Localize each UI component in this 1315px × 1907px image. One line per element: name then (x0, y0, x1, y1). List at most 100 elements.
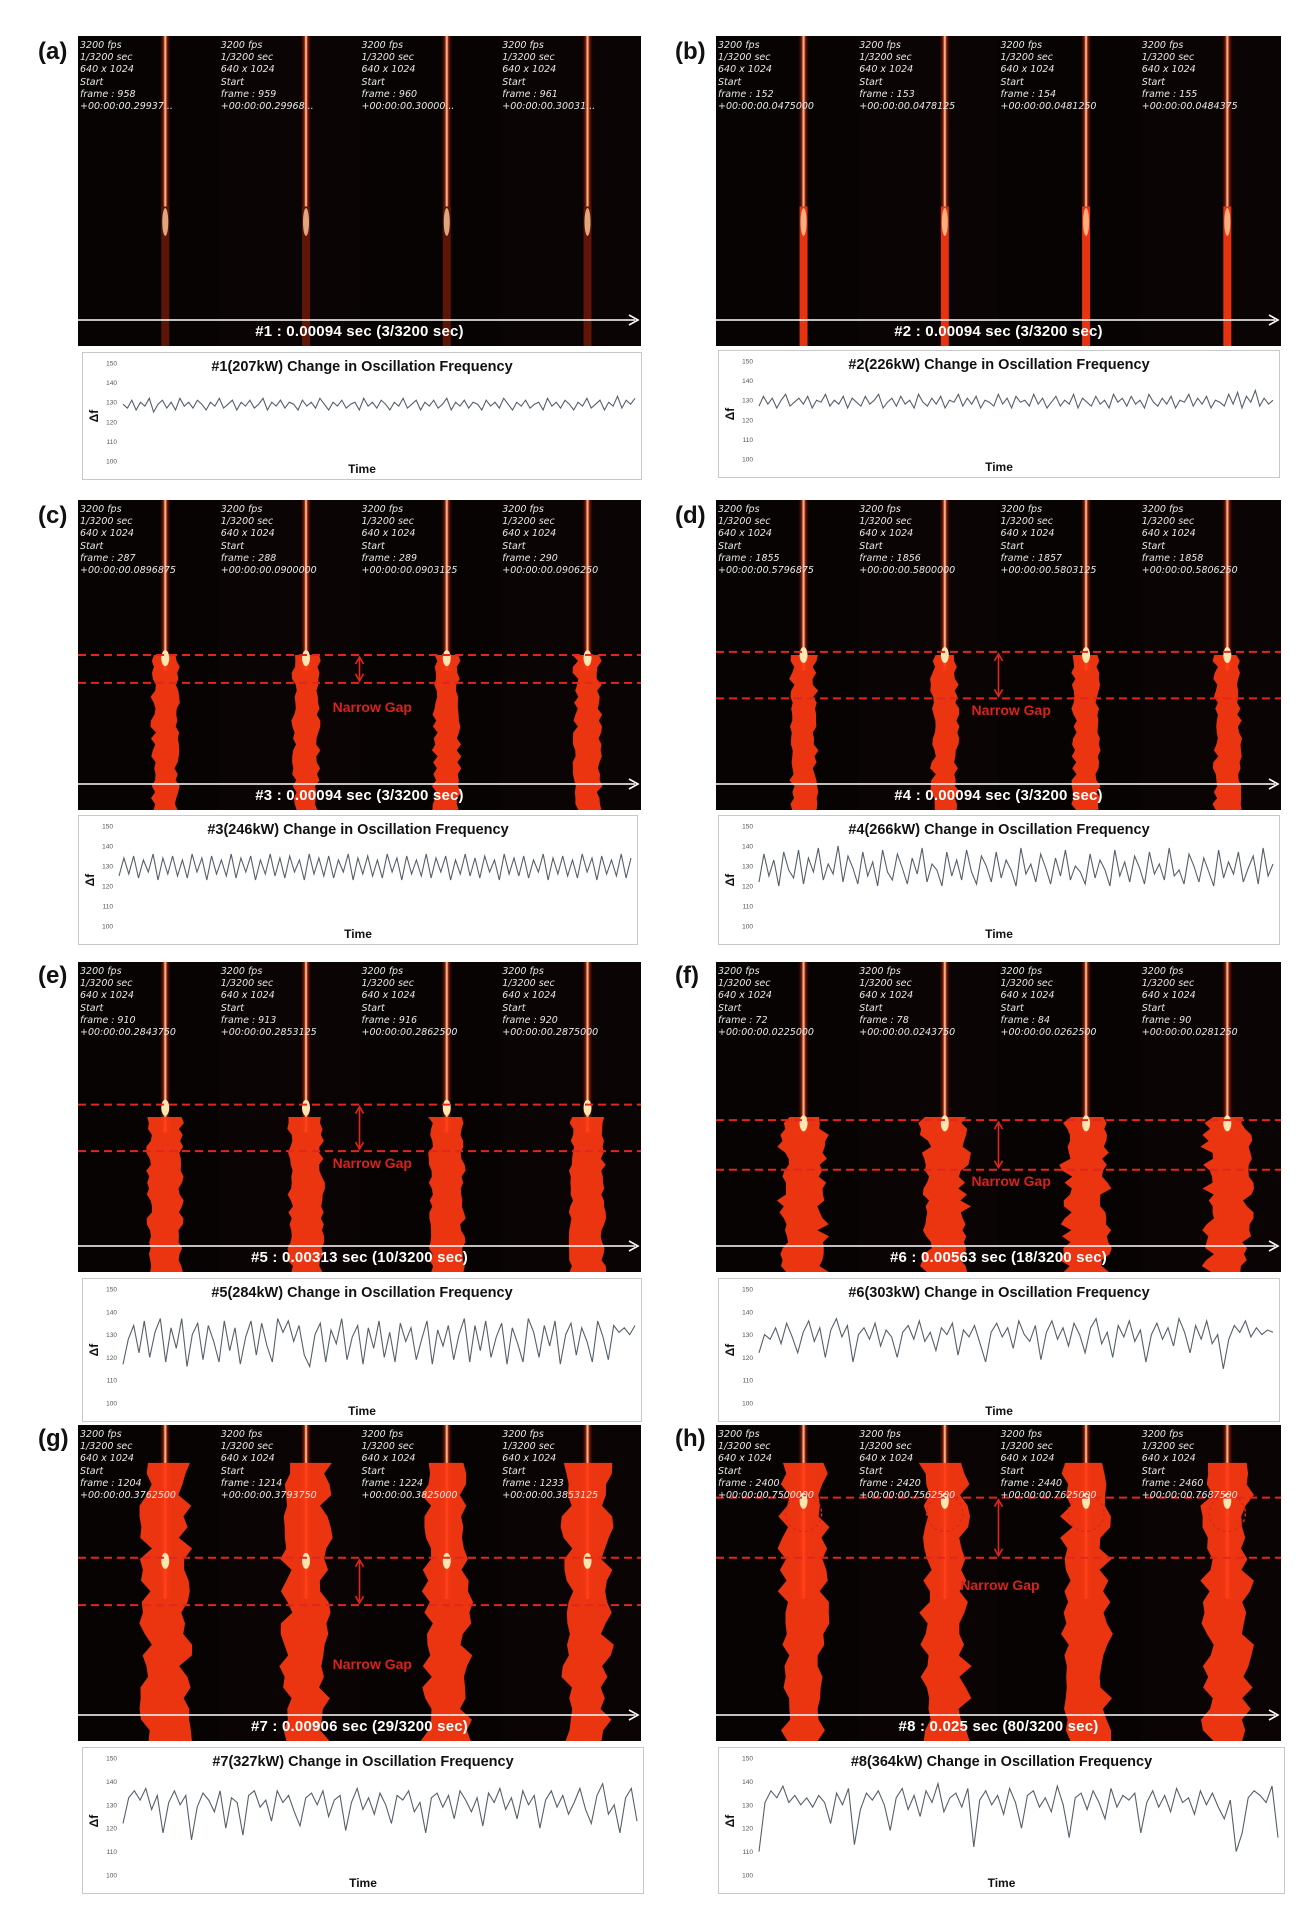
gap-arrow-head (354, 1595, 365, 1605)
frame-info-frame: frame : 913 (220, 1014, 277, 1026)
frame-info-shutter: 1/3200 sec (1141, 978, 1195, 990)
wire-core (802, 500, 805, 671)
wire-core (305, 36, 308, 207)
frame-info-time: +00:00:00.3825000 (361, 1490, 458, 1502)
x-axis-label: Time (349, 1876, 377, 1890)
frame-info-res: 640 x 1024 (718, 64, 772, 76)
frame-info-fps: 3200 fps (220, 40, 263, 51)
hot-spot (1082, 647, 1091, 663)
gap-arrow-head (993, 1160, 1004, 1170)
frame-info-res: 640 x 1024 (502, 528, 557, 540)
frame-info-shutter: 1/3200 sec (1141, 516, 1195, 528)
frame-info-shutter: 1/3200 sec (80, 52, 133, 64)
high-speed-image: 3200 fps 1/3200 sec 640 x 1024 Start frame :… (716, 36, 1281, 346)
y-tick-label: 150 (742, 359, 753, 366)
frame-info-frame: frame : 958 (80, 88, 136, 100)
frame-info-shutter: 1/3200 sec (502, 516, 555, 528)
frame-info-time: +00:00:00.5800000 (859, 565, 956, 577)
frame-info-frame: frame : 2440 (1000, 1477, 1063, 1489)
frame-column (359, 36, 501, 346)
time-caption: #3 : 0.00094 sec (3/3200 sec) (255, 787, 464, 804)
frame-column (998, 500, 1140, 810)
gap-arrow-head (993, 1498, 1004, 1508)
frame-info-res: 640 x 1024 (1141, 528, 1196, 540)
frame-info-res: 640 x 1024 (718, 990, 772, 1002)
frame-info-fps: 3200 fps (220, 966, 263, 977)
frame-info-fps: 3200 fps (859, 966, 901, 977)
frame-info-frame: frame : 1233 (502, 1477, 564, 1489)
hot-spot (940, 1115, 949, 1132)
y-tick-label: 120 (742, 884, 753, 891)
y-tick-label: 130 (742, 1802, 753, 1809)
molten-column (150, 655, 180, 810)
frame-info-res: 640 x 1024 (1141, 1453, 1196, 1465)
frame-info-res: 640 x 1024 (502, 990, 557, 1002)
hot-spot (302, 1099, 311, 1116)
frame-info-res: 640 x 1024 (80, 990, 134, 1002)
frame-info: 3200 fps 1/3200 sec 640 x 1024 Start frame :… (221, 504, 317, 577)
frame-info: 3200 fps 1/3200 sec 640 x 1024 Start frame :… (221, 1429, 317, 1502)
frame-info-time: +00:00:00.2862500 (361, 1027, 458, 1039)
frame-info-status: Start (361, 1465, 385, 1477)
hot-spot (443, 208, 450, 236)
frame-info: 3200 fps 1/3200 sec 640 x 1024 Start frame :… (80, 40, 173, 113)
molten-column (161, 206, 170, 346)
frequency-series-line (758, 388, 1274, 410)
frame-info-fps: 3200 fps (859, 40, 901, 51)
high-speed-image: 3200 fps 1/3200 sec 640 x 1024 Start frame :… (78, 962, 641, 1272)
frame-info-res: 640 x 1024 (859, 1453, 914, 1465)
frame-info-fps: 3200 fps (1141, 966, 1184, 977)
frame-info-status: Start (502, 76, 526, 88)
gap-arrow-head (993, 689, 1004, 699)
x-axis-label: Time (348, 1404, 376, 1418)
frame-info-status: Start (718, 76, 742, 88)
gap-arrow-head (993, 1120, 1004, 1130)
frame-info: 3200 fps 1/3200 sec 640 x 1024 Start frame :… (718, 504, 814, 577)
frame-info-time: +00:00:00.3762500 (80, 1490, 176, 1502)
frame-info-res: 640 x 1024 (1141, 990, 1196, 1002)
molten-column (560, 1462, 614, 1741)
frame-info: 3200 fps 1/3200 sec 640 x 1024 Start frame :… (502, 40, 595, 113)
frame-info-frame: frame : 920 (502, 1014, 558, 1026)
frame-info-shutter: 1/3200 sec (502, 1441, 555, 1453)
wire-core (943, 962, 946, 1133)
hot-spot (1223, 1115, 1232, 1132)
frame-info-frame: frame : 960 (361, 88, 418, 100)
chart-title: #3(246kW) Change in Oscillation Frequenc… (207, 822, 509, 838)
hot-spot (303, 208, 310, 236)
frame-info: 3200 fps 1/3200 sec 640 x 1024 Start frame :… (1142, 966, 1238, 1039)
wire-core (943, 500, 946, 671)
hot-spot (161, 650, 170, 667)
frame-info-fps: 3200 fps (718, 40, 760, 51)
chart-title: #8(364kW) Change in Oscillation Frequenc… (850, 1754, 1153, 1770)
frame-info-frame: frame : 1224 (361, 1477, 424, 1489)
frame-info-fps: 3200 fps (502, 504, 544, 515)
hot-spot (1082, 1115, 1091, 1132)
molten-column (431, 655, 462, 810)
gap-arrow-head (354, 1558, 365, 1568)
oscillation-chart: #7(327kW) Change in Oscillation Frequenc… (82, 1747, 644, 1894)
molten-column (940, 206, 949, 346)
y-tick-label: 120 (102, 884, 113, 891)
frame-info-status: Start (718, 1002, 742, 1014)
y-tick-label: 120 (106, 419, 117, 426)
frame-info-frame: frame : 1856 (859, 552, 921, 564)
frame-info-frame: frame : 287 (80, 552, 136, 564)
frame-info: 3200 fps 1/3200 sec 640 x 1024 Start frame :… (1001, 966, 1097, 1039)
frame-info: 3200 fps 1/3200 sec 640 x 1024 Start frame :… (362, 40, 455, 113)
frame-info-frame: frame : 961 (502, 88, 558, 100)
time-axis-arrowhead (628, 1240, 640, 1252)
frame-info-shutter: 1/3200 sec (859, 978, 912, 990)
frame-info-fps: 3200 fps (361, 1429, 404, 1440)
frame-info-time: +00:00:00.29968... (220, 101, 314, 113)
frame-info: 3200 fps 1/3200 sec 640 x 1024 Start frame :… (1001, 1429, 1097, 1502)
wire-core (445, 500, 448, 671)
frame-info: 3200 fps 1/3200 sec 640 x 1024 Start frame :… (80, 504, 176, 577)
y-tick-label: 100 (106, 1873, 117, 1880)
molten-column (789, 655, 819, 810)
molten-column (146, 1117, 184, 1272)
frame-info-shutter: 1/3200 sec (80, 1441, 133, 1453)
frame-info-frame: frame : 155 (1141, 88, 1198, 100)
frame-info: 3200 fps 1/3200 sec 640 x 1024 Start frame :… (1142, 504, 1238, 577)
frame-info-status: Start (80, 1002, 104, 1014)
